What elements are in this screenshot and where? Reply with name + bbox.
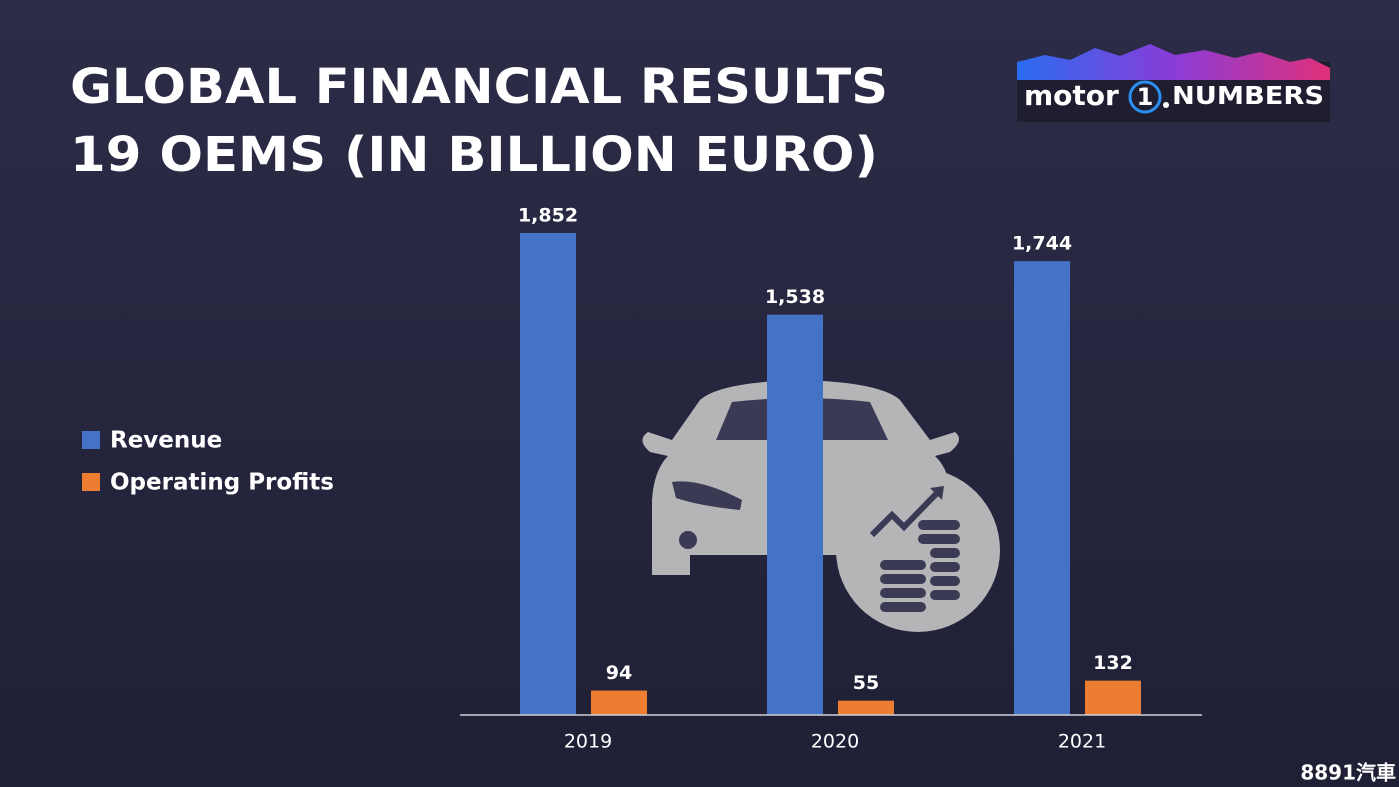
x-tick-label: 2020 bbox=[811, 731, 859, 753]
value-label: 1,852 bbox=[518, 205, 578, 227]
bar bbox=[520, 233, 576, 715]
value-label: 94 bbox=[606, 662, 632, 684]
legend-label: Operating Profits bbox=[110, 470, 334, 496]
logo-number: 1 bbox=[1137, 83, 1154, 111]
legend-swatch bbox=[82, 473, 100, 491]
value-label: 1,744 bbox=[1012, 233, 1072, 255]
value-label: 1,538 bbox=[765, 286, 825, 308]
value-label: 55 bbox=[853, 672, 879, 694]
bar bbox=[767, 314, 823, 715]
logo-word: motor bbox=[1024, 79, 1119, 112]
x-tick-label: 2021 bbox=[1058, 731, 1106, 753]
bar bbox=[838, 700, 894, 715]
coin-icon bbox=[836, 468, 1000, 632]
bar bbox=[591, 690, 647, 715]
logo: motor 1 NUMBERS bbox=[1017, 44, 1330, 122]
legend-swatch bbox=[82, 431, 100, 449]
logo-suffix: NUMBERS bbox=[1172, 81, 1324, 110]
legend-label: Revenue bbox=[110, 428, 222, 454]
x-tick-label: 2019 bbox=[564, 731, 612, 753]
watermark: 8891汽車 bbox=[1300, 761, 1396, 785]
bar bbox=[1085, 680, 1141, 715]
chart-title: GLOBAL FINANCIAL RESULTS bbox=[70, 59, 888, 115]
value-label: 132 bbox=[1093, 652, 1133, 674]
bar bbox=[1014, 261, 1070, 715]
chart-subtitle: 19 OEMS (IN BILLION EURO) bbox=[70, 127, 878, 183]
